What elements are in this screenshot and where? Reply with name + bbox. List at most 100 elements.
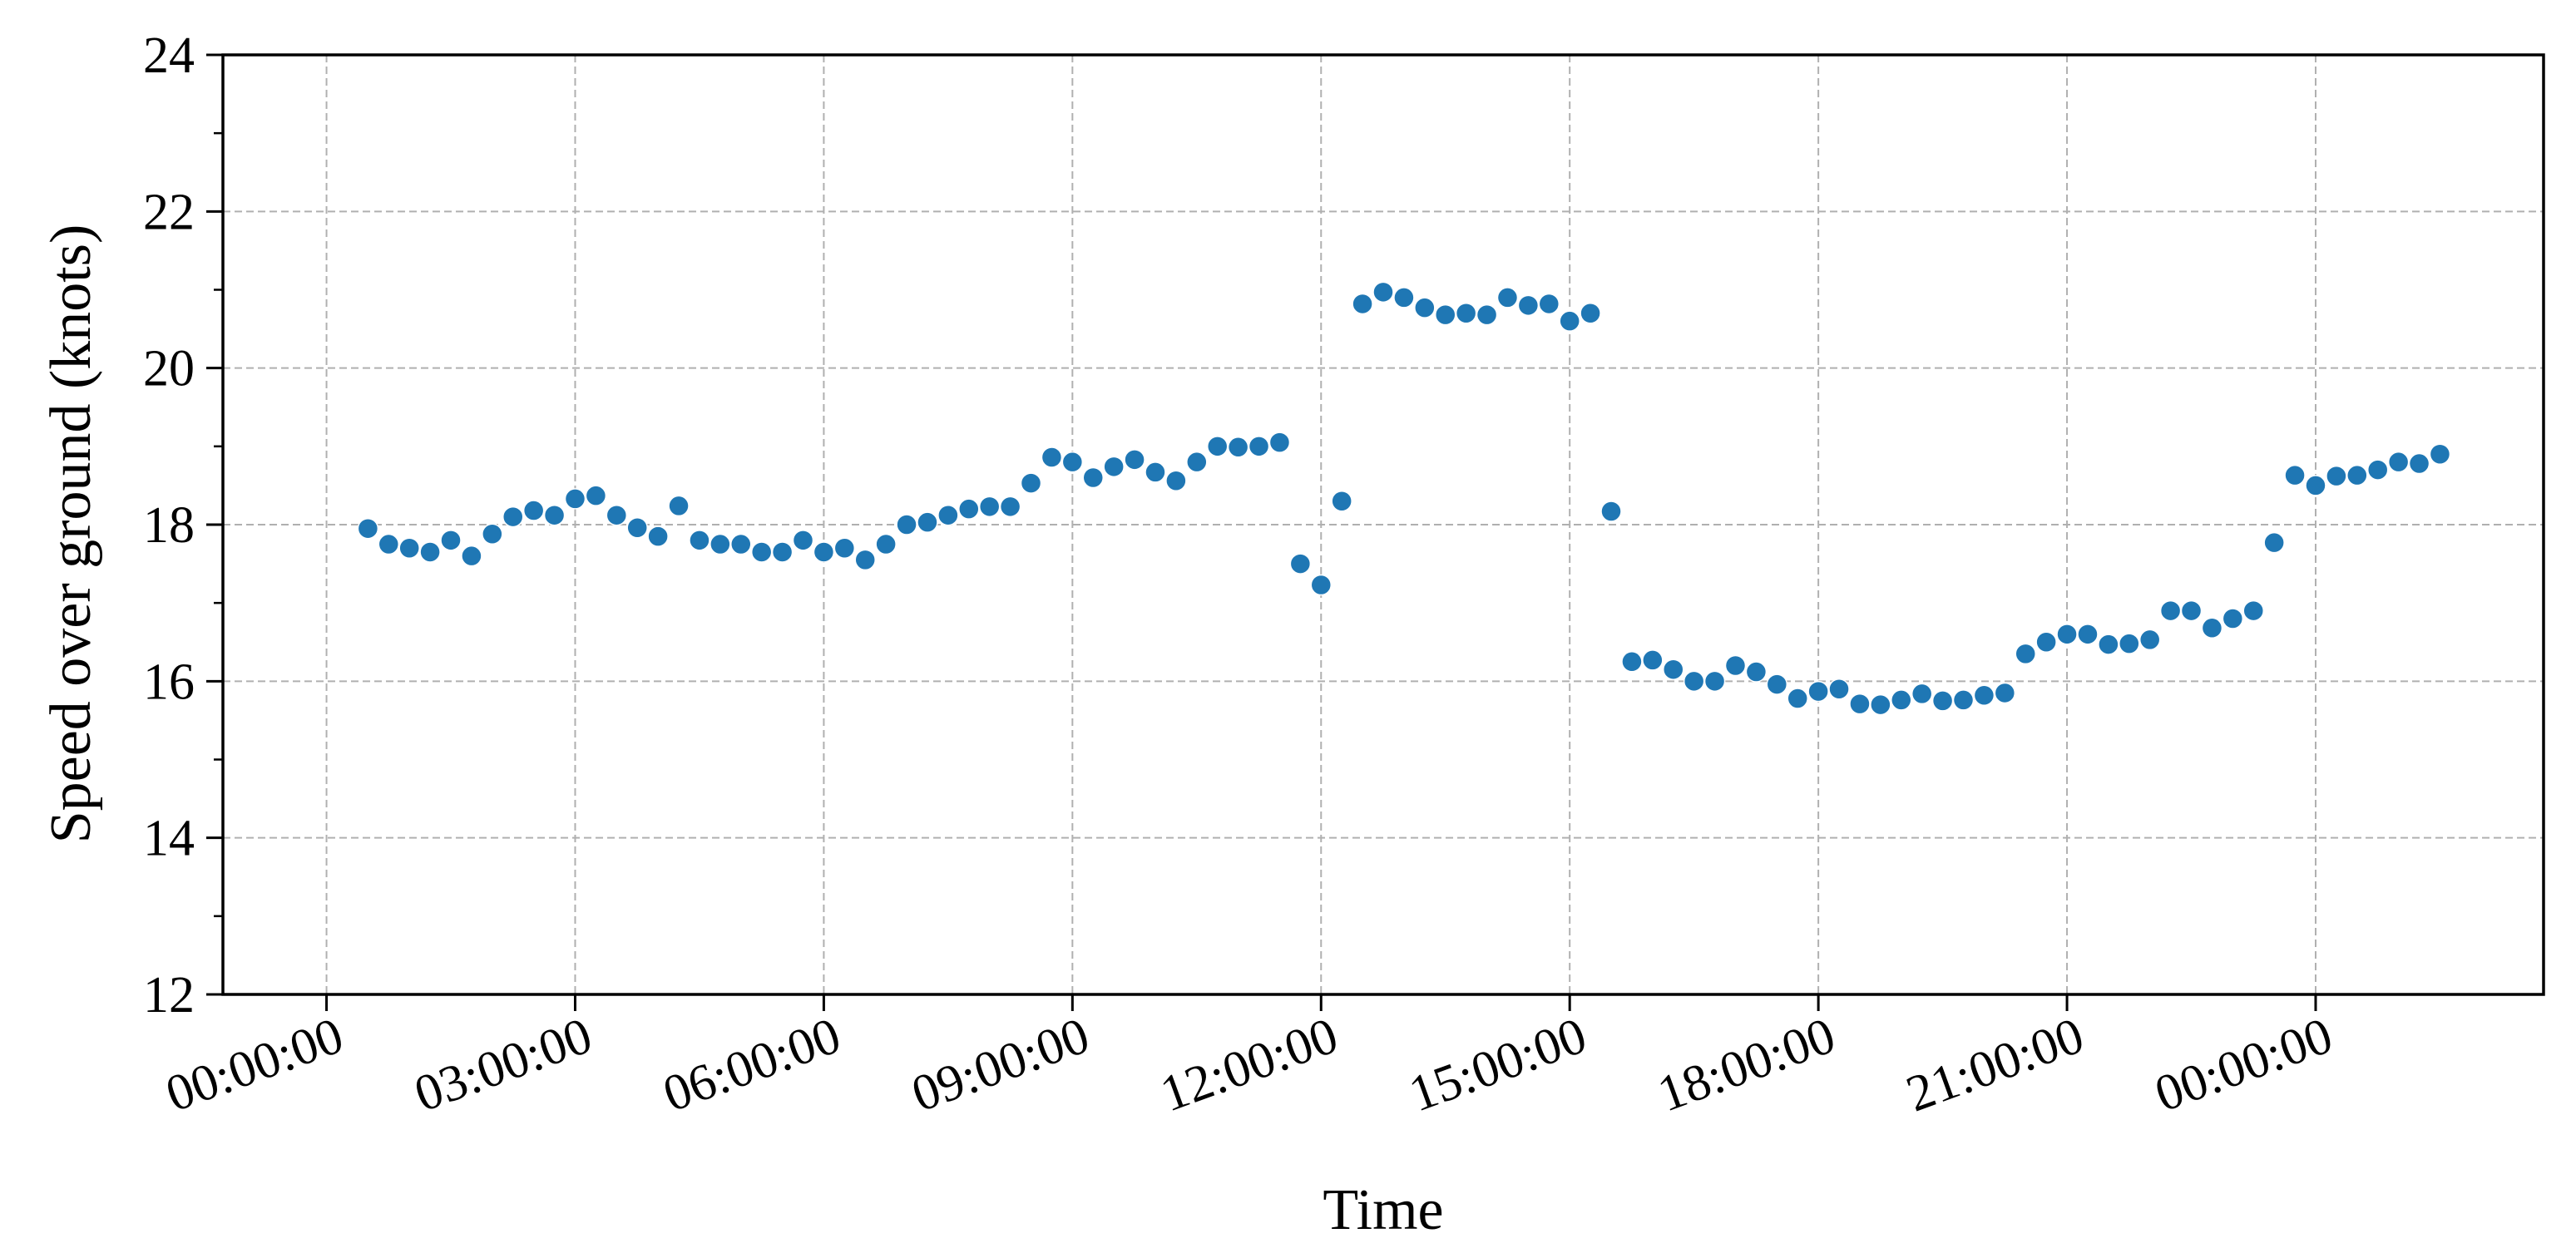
data-point: [2387, 451, 2410, 473]
data-point: [2035, 631, 2057, 653]
data-point: [461, 545, 482, 567]
data-point: [854, 549, 876, 571]
data-point: [730, 533, 752, 555]
data-point: [1849, 693, 1871, 715]
data-point: [1891, 689, 1912, 711]
data-point: [1248, 436, 1270, 457]
data-point: [1145, 461, 1166, 483]
data-point: [896, 514, 917, 535]
data-point: [875, 533, 897, 555]
data-point: [1580, 303, 1601, 324]
data-point: [2346, 464, 2368, 486]
data-point: [2056, 624, 2078, 645]
data-point: [1600, 501, 1622, 522]
data-point: [1103, 456, 1125, 478]
data-point: [522, 500, 545, 521]
data-point: [1124, 449, 1145, 471]
data-point: [1414, 297, 1436, 318]
data-point: [2263, 531, 2285, 554]
y-tick-label: 14: [143, 811, 195, 867]
y-tick-label: 16: [143, 654, 195, 710]
data-point: [792, 530, 814, 551]
x-tick-label: 15:00:00: [1402, 1007, 1594, 1122]
data-point: [1663, 659, 1684, 680]
data-point: [1994, 682, 2016, 704]
data-point: [1393, 287, 1415, 308]
data-point: [2222, 608, 2244, 629]
data-point: [378, 533, 400, 555]
data-point: [2015, 643, 2036, 665]
data-point: [833, 537, 856, 559]
data-point: [419, 541, 441, 563]
data-point: [937, 504, 959, 526]
x-tick-label: 06:00:00: [656, 1007, 848, 1122]
data-point: [1372, 281, 1394, 303]
grid-lines: [223, 55, 2544, 994]
x-tick-label: 03:00:00: [408, 1007, 599, 1122]
data-point: [398, 537, 420, 559]
y-tick-label: 22: [143, 184, 195, 240]
data-point: [1703, 670, 1726, 693]
data-point: [1745, 661, 1768, 683]
data-point: [2366, 459, 2389, 481]
data-point: [1496, 287, 1519, 308]
data-point: [1621, 651, 1643, 673]
y-tick-label: 24: [143, 27, 195, 84]
data-point: [1352, 293, 1373, 315]
data-point: [999, 496, 1021, 518]
data-point: [1870, 693, 1891, 716]
y-tick-label: 18: [143, 497, 195, 554]
x-axis-label: Time: [1323, 1178, 1443, 1242]
data-point: [647, 525, 669, 547]
data-points: [357, 281, 2451, 716]
axis-ticks: 12 14 16 18 20 22 24 00:00:00 03:00:00 06:00:00 09…: [143, 27, 2340, 1123]
data-point: [2077, 624, 2099, 645]
data-point: [1538, 293, 1560, 315]
data-point: [2408, 452, 2430, 475]
data-point: [2242, 599, 2264, 622]
data-point: [2098, 634, 2119, 655]
data-point: [1268, 432, 1291, 453]
y-tick-label: 20: [143, 341, 195, 397]
data-point: [1828, 678, 1850, 700]
data-point: [1455, 303, 1477, 324]
data-point: [1165, 470, 1187, 492]
data-point: [357, 517, 379, 540]
data-point: [606, 504, 628, 526]
data-point: [2284, 464, 2306, 486]
x-tick-label: 21:00:00: [1899, 1007, 2090, 1122]
data-point: [2180, 599, 2203, 622]
data-point: [1766, 673, 1788, 695]
data-point: [1807, 680, 1829, 703]
data-point: [1724, 654, 1747, 677]
data-point: [1787, 688, 1808, 709]
x-tick-label: 09:00:00: [905, 1007, 1096, 1122]
data-point: [1082, 466, 1104, 489]
data-point: [2119, 633, 2140, 654]
data-point: [564, 488, 586, 510]
x-tick-label: 00:00:00: [2148, 1007, 2339, 1122]
data-point: [2305, 475, 2326, 496]
data-point: [1289, 553, 1312, 575]
data-point: [1911, 683, 1933, 705]
data-point: [2201, 617, 2223, 639]
data-point: [689, 530, 710, 551]
data-point: [1434, 303, 1456, 326]
data-point: [1517, 294, 1540, 317]
data-point: [710, 533, 731, 555]
data-point: [917, 511, 938, 533]
data-point: [585, 485, 607, 506]
y-tick-label: 12: [143, 967, 195, 1024]
data-point: [2326, 465, 2347, 487]
x-tick-label: 00:00:00: [159, 1007, 350, 1122]
x-tick-label: 12:00:00: [1154, 1007, 1345, 1122]
data-point: [771, 541, 794, 563]
data-point: [1227, 437, 1249, 458]
data-point: [1020, 472, 1042, 494]
data-point: [1041, 446, 1063, 468]
data-point: [1952, 689, 1975, 711]
data-point: [1476, 303, 1498, 326]
data-point: [1973, 684, 1995, 707]
x-tick-label: 18:00:00: [1650, 1007, 1842, 1122]
